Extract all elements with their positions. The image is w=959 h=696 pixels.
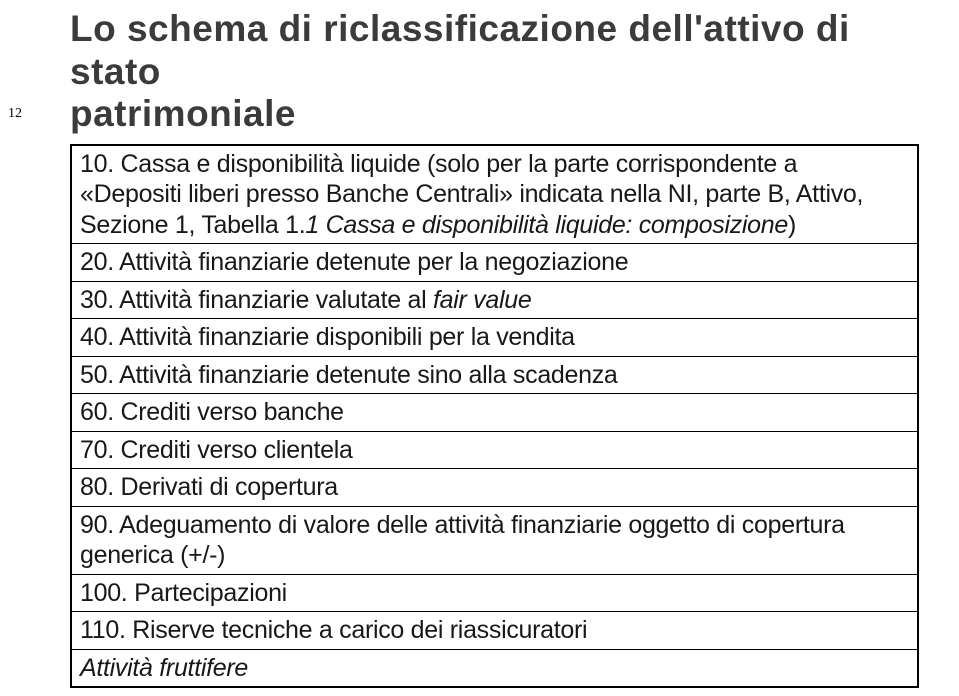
table-row: 90. Adeguamento di valore delle attività… [71, 506, 918, 574]
cell-text: generica (+/-) [80, 541, 225, 569]
table-row: 60. Crediti verso banche [71, 394, 918, 432]
cell-text: 90. Adeguamento di valore delle attività… [80, 511, 845, 539]
table-row: 70. Crediti verso clientela [71, 431, 918, 469]
cell-text: Sezione 1, Tabella 1. [80, 211, 305, 239]
table-row: 40. Attività finanziarie disponibili per… [71, 319, 918, 357]
cell-text-italic: fair value [433, 286, 531, 314]
cell: 70. Crediti verso clientela [71, 431, 918, 469]
cell: 60. Crediti verso banche [71, 394, 918, 432]
page-title: Lo schema di riclassificazione dell'atti… [70, 8, 919, 136]
classification-table: 10. Cassa e disponibilità liquide (solo … [70, 144, 919, 689]
cell: 30. Attività finanziarie valutate al fai… [71, 281, 918, 319]
table-row: Attività fruttifere [71, 649, 918, 687]
page-number: 12 [8, 106, 22, 122]
document-container: Lo schema di riclassificazione dell'atti… [0, 0, 959, 696]
table-row: 20. Attività finanziarie detenute per la… [71, 244, 918, 282]
table-row: 10. Cassa e disponibilità liquide (solo … [71, 145, 918, 244]
table-row: 30. Attività finanziarie valutate al fai… [71, 281, 918, 319]
cell-blue: 110. Riserve tecniche a carico dei riass… [71, 612, 918, 650]
title-line-2: patrimoniale [70, 93, 296, 134]
cell: 50. Attività finanziarie detenute sino a… [71, 356, 918, 394]
cell-text: «Depositi liberi presso Banche Centrali»… [80, 180, 863, 208]
cell: 20. Attività finanziarie detenute per la… [71, 244, 918, 282]
cell: 90. Adeguamento di valore delle attività… [71, 506, 918, 574]
cell: 80. Derivati di copertura [71, 469, 918, 507]
cell-text: 30. Attività finanziarie valutate al [80, 286, 433, 314]
cell-cassa: 10. Cassa e disponibilità liquide (solo … [71, 145, 918, 244]
table-row: 110. Riserve tecniche a carico dei riass… [71, 612, 918, 650]
table-row: 50. Attività finanziarie detenute sino a… [71, 356, 918, 394]
cell: 100. Partecipazioni [71, 574, 918, 612]
title-line-1: Lo schema di riclassificazione dell'atti… [70, 8, 850, 92]
cell-text: ) [788, 211, 796, 239]
table-row: 80. Derivati di copertura [71, 469, 918, 507]
cell: 40. Attività finanziarie disponibili per… [71, 319, 918, 357]
cell-attivita-fruttifere: Attività fruttifere [71, 649, 918, 687]
table-row: 100. Partecipazioni [71, 574, 918, 612]
cell-text: 10. Cassa e disponibilità liquide (solo … [80, 150, 797, 178]
cell-text-italic: 1 Cassa e disponibilità liquide: composi… [305, 211, 788, 239]
